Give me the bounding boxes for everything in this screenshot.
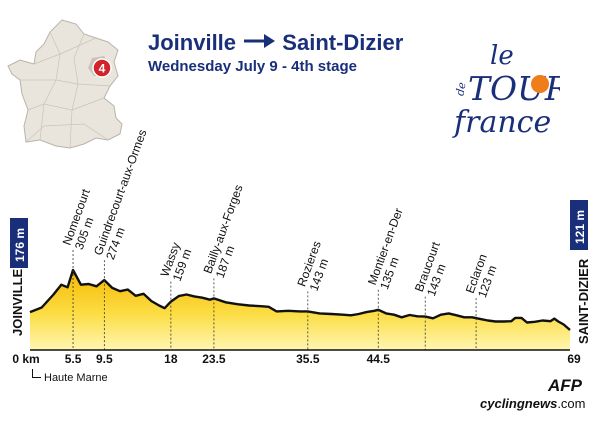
site-name: cyclingnews <box>480 396 558 411</box>
km-label: 35.5 <box>296 352 320 366</box>
site-domain: .com <box>557 396 586 411</box>
region-name: Haute Marne <box>44 372 108 384</box>
title-to: Saint-Dizier <box>282 30 404 55</box>
km-label: 44.5 <box>366 352 390 366</box>
logo-de: de <box>453 81 468 97</box>
logo-sun <box>531 75 549 93</box>
km-label: 9.5 <box>96 352 113 366</box>
logo-france: france <box>452 105 551 139</box>
km-start-label: 0 km <box>12 352 40 366</box>
stage-badge-number: 4 <box>99 62 106 76</box>
region-label: Haute Marne <box>32 369 108 384</box>
km-label: 5.5 <box>64 352 82 366</box>
stage-subtitle: Wednesday July 9 - 4th stage <box>148 58 357 75</box>
region-pointer-icon <box>32 369 41 378</box>
start-altitude-tag: 176 m <box>10 218 28 268</box>
finish-altitude-tag: 121 m <box>570 200 588 250</box>
km-label: 23.5 <box>202 352 226 366</box>
france-outline <box>7 19 123 149</box>
title-from: Joinville <box>148 30 237 55</box>
tour-de-france-logo: le de TOUR france <box>452 41 560 139</box>
stage-title: Joinville Saint-Dizier <box>148 30 403 56</box>
france-map: 4 <box>7 19 123 149</box>
km-end-label: 69 <box>567 352 581 366</box>
km-label: 18 <box>164 352 178 366</box>
elevation-line <box>29 268 571 331</box>
stage-badge <box>92 58 112 78</box>
afp-logo: AFP <box>548 376 582 395</box>
elevation-area <box>30 270 570 350</box>
cyclingnews-credit: cyclingnews.com <box>480 396 585 411</box>
arrow-right-icon <box>244 34 276 48</box>
logo-le: le <box>490 41 514 71</box>
